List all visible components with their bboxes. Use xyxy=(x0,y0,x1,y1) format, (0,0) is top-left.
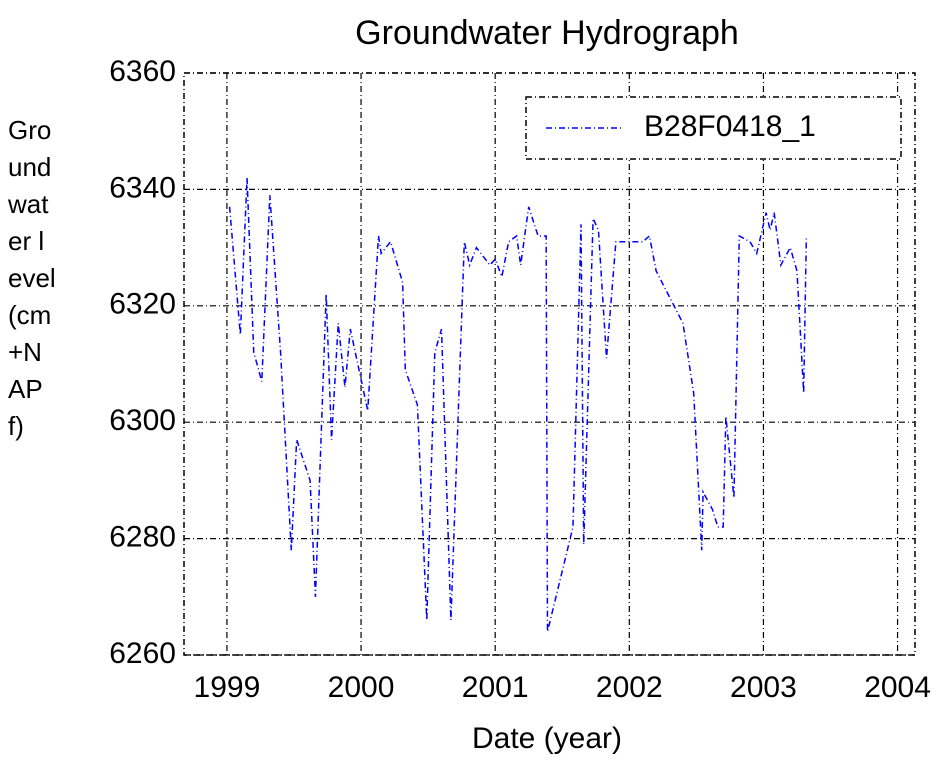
y-tick-label: 6300 xyxy=(109,404,176,437)
plot-frame xyxy=(183,72,916,656)
x-tick-label: 2004 xyxy=(864,671,931,704)
chart-title: Groundwater Hydrograph xyxy=(355,14,739,52)
x-tick-label: 2003 xyxy=(730,671,797,704)
x-tick-label: 2000 xyxy=(328,671,395,704)
x-axis-label: Date (year) xyxy=(472,722,622,755)
y-tick-label: 6260 xyxy=(109,637,176,670)
x-tick-label: 1999 xyxy=(194,671,261,704)
y-tick-label: 6320 xyxy=(109,288,176,321)
y-tick-label: 6340 xyxy=(109,171,176,204)
y-tick-label: 6280 xyxy=(109,521,176,554)
y-tick-label: 6360 xyxy=(109,55,176,88)
data-line xyxy=(228,177,808,632)
legend-label: B28F0418_1 xyxy=(644,110,816,143)
y-axis-label: Groundwater level (cm+NAPf) xyxy=(8,115,56,441)
x-tick-label: 2001 xyxy=(462,671,529,704)
x-tick-label: 2002 xyxy=(596,671,663,704)
legend-box xyxy=(525,96,902,160)
